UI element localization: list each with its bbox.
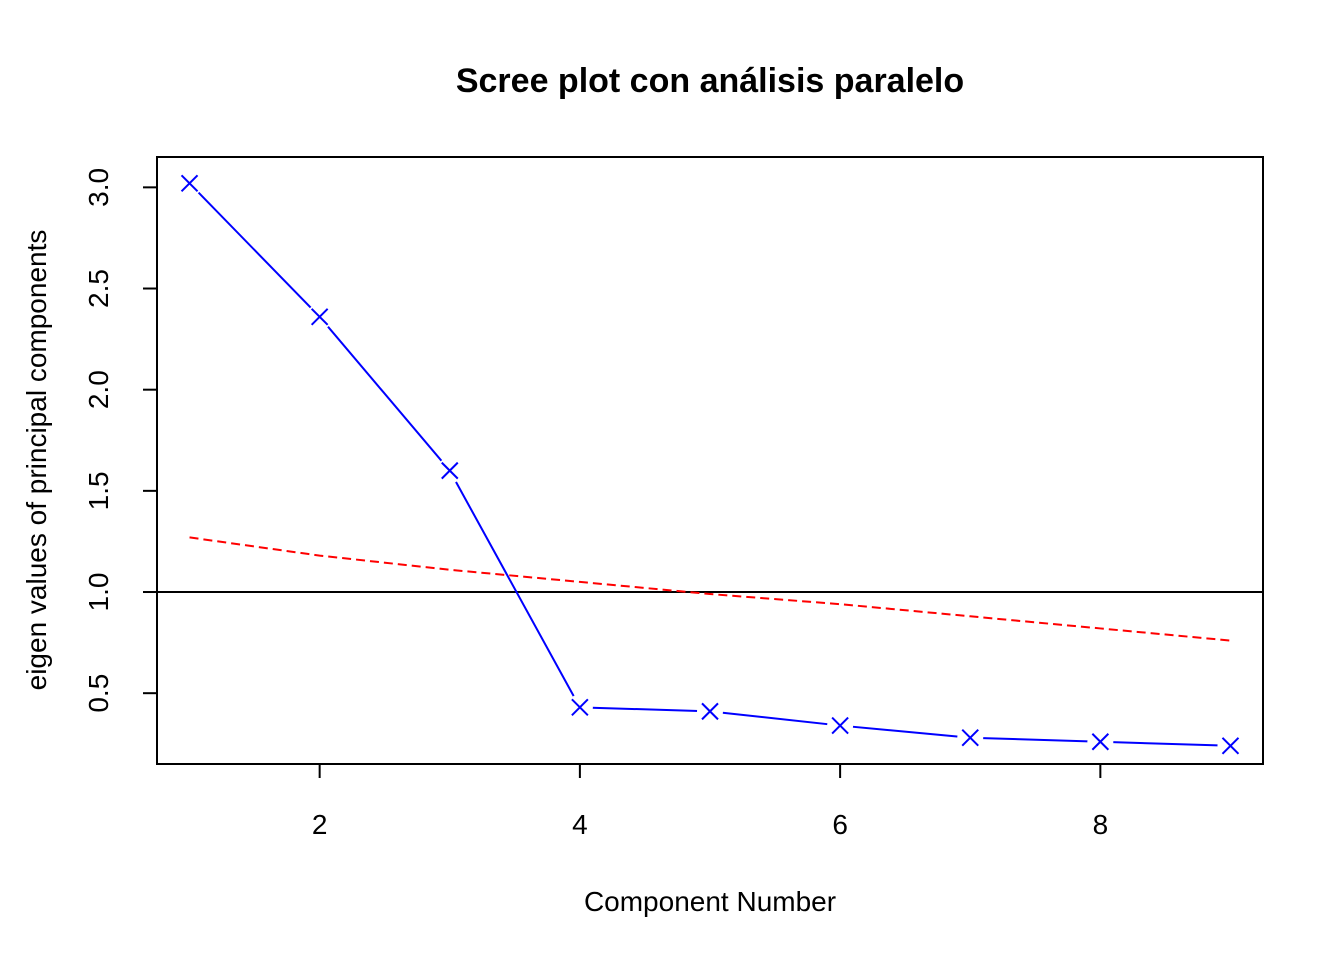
x-tick-label-6: 6 — [832, 809, 848, 840]
series-0-point-8 — [1091, 733, 1110, 751]
plot-frame — [156, 156, 1264, 765]
y-tick-label-1-5: 1.5 — [83, 471, 114, 510]
y-tick-label-2: 2.0 — [83, 370, 114, 409]
series-group — [176, 170, 1244, 759]
series-0-point-1 — [180, 174, 199, 193]
y-axis: 0.5 1.0 1.5 2.0 2.5 3.0 — [83, 168, 157, 713]
y-axis-label: eigen values of principal components — [21, 230, 52, 691]
x-tick-label-4: 4 — [572, 809, 588, 840]
series-0-point-5 — [701, 702, 719, 721]
series-0-point-7 — [961, 728, 979, 747]
series-0-point-4 — [571, 698, 589, 717]
series-0-point-9 — [1221, 737, 1240, 755]
chart-title: Scree plot con análisis paralelo — [456, 62, 964, 100]
x-tick-label-2: 2 — [312, 809, 328, 840]
series-1 — [189, 536, 1231, 642]
series-0 — [176, 170, 1244, 759]
y-tick-label-2-5: 2.5 — [83, 269, 114, 308]
y-tick-label-0-5: 0.5 — [83, 674, 114, 713]
x-axis-label: Component Number — [584, 886, 836, 917]
series-0-point-2 — [310, 308, 329, 326]
y-tick-label-3: 3.0 — [83, 168, 114, 207]
series-0-line — [188, 182, 1231, 747]
y-tick-label-1: 1.0 — [83, 573, 114, 612]
x-axis: 2 4 6 8 — [312, 764, 1108, 840]
series-1-line — [189, 536, 1231, 642]
series-0-point-3 — [441, 461, 459, 480]
x-tick-label-8: 8 — [1093, 809, 1109, 840]
series-0-point-6 — [831, 716, 849, 735]
